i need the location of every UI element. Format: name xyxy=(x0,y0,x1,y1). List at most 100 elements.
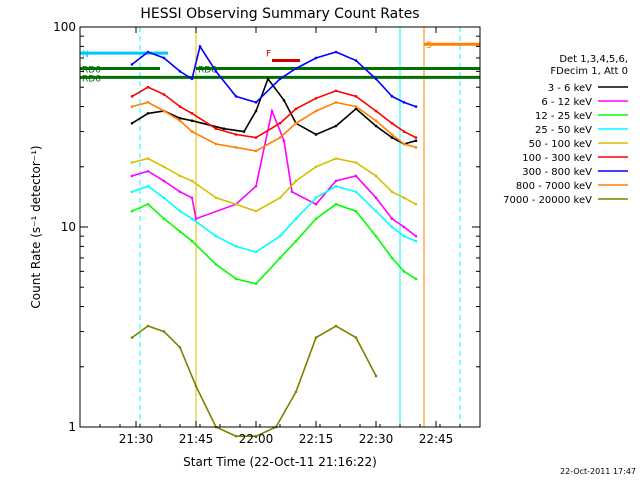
series-2-point-11 xyxy=(334,202,338,206)
series-3-point-16 xyxy=(414,239,418,243)
series-5-point-5 xyxy=(214,127,218,131)
series-1-point-12 xyxy=(334,179,338,183)
x-tick-label-4: 22:30 xyxy=(359,432,394,446)
series-2-point-13 xyxy=(374,234,378,238)
series-1-point-9 xyxy=(282,139,286,143)
y-tick-label-1: 10 xyxy=(61,220,76,234)
series-5-point-4 xyxy=(190,112,194,115)
series-1-point-3 xyxy=(178,190,182,194)
series-line-8 xyxy=(131,325,377,438)
series-8-point-7 xyxy=(254,434,258,438)
series-3-point-14 xyxy=(390,225,394,229)
series-4-point-0 xyxy=(130,161,134,164)
series-3-point-11 xyxy=(334,184,338,188)
series-8-point-4 xyxy=(194,384,198,388)
series-5-point-2 xyxy=(162,93,166,96)
series-5-point-7 xyxy=(254,136,258,139)
series-0-point-14 xyxy=(374,124,378,128)
series-4-point-11 xyxy=(334,157,338,160)
series-3-point-3 xyxy=(178,209,182,213)
series-6-point-1 xyxy=(146,50,150,54)
series-2-point-15 xyxy=(402,270,406,273)
series-0-point-4 xyxy=(190,119,194,123)
series-8-point-13 xyxy=(374,374,378,378)
series-0-point-12 xyxy=(334,124,338,128)
legend-label-3: 25 - 50 keV xyxy=(535,125,592,136)
series-7-point-11 xyxy=(334,101,338,104)
y-tick-label-0: 1 xyxy=(68,420,76,434)
series-4-point-4 xyxy=(190,179,194,183)
y-axis-ticks: 1 10 100 xyxy=(53,20,480,434)
series-5-point-0 xyxy=(130,95,134,98)
series-4-point-8 xyxy=(278,196,282,200)
series-6-point-16 xyxy=(402,101,406,104)
series-7-point-2 xyxy=(162,109,166,113)
series-1-point-13 xyxy=(354,174,358,178)
series-4-point-3 xyxy=(178,174,182,178)
series-line-1 xyxy=(131,108,417,237)
series-8-point-2 xyxy=(162,330,166,333)
series-2-point-6 xyxy=(234,277,238,281)
series-2-point-8 xyxy=(278,256,282,260)
vertical-markers xyxy=(139,27,461,427)
series-8-point-11 xyxy=(334,324,338,328)
series-6-point-17 xyxy=(414,105,418,108)
series-6-point-0 xyxy=(130,63,134,66)
flag-label-1: F xyxy=(266,49,271,59)
series-7-point-12 xyxy=(354,105,358,108)
series-6-point-3 xyxy=(178,70,182,73)
series-1-point-15 xyxy=(390,217,394,221)
series-1-point-14 xyxy=(374,196,378,200)
series-8-point-9 xyxy=(294,390,298,394)
series-5-point-15 xyxy=(402,130,406,133)
series-4-point-16 xyxy=(414,202,418,206)
series-3-point-0 xyxy=(130,190,134,194)
series-2-point-1 xyxy=(146,202,150,206)
series-3-point-12 xyxy=(354,190,358,194)
series-0-point-1 xyxy=(146,112,150,115)
legend-label-1: 6 - 12 keV xyxy=(541,97,592,108)
series-1-point-10 xyxy=(290,190,294,194)
series-6-point-14 xyxy=(374,77,378,81)
series-5-point-6 xyxy=(234,133,238,136)
series-1-point-5 xyxy=(194,217,198,221)
series-2-point-2 xyxy=(162,217,166,221)
series-1-point-17 xyxy=(414,234,418,238)
legend-label-2: 12 - 25 keV xyxy=(535,111,592,122)
timestamp: 22-Oct-2011 17:47 xyxy=(560,467,636,476)
series-0-point-5 xyxy=(222,127,226,131)
series-6-point-7 xyxy=(234,95,238,98)
x-tick-label-1: 21:45 xyxy=(179,432,214,446)
y-tick-label-2: 100 xyxy=(53,20,76,34)
series-7-point-14 xyxy=(390,133,394,136)
series-2-point-14 xyxy=(390,256,394,260)
x-tick-label-5: 22:45 xyxy=(419,432,454,446)
series-7-point-1 xyxy=(146,101,150,104)
series-4-point-7 xyxy=(254,209,258,213)
series-5-point-13 xyxy=(374,109,378,113)
series-0-point-7 xyxy=(254,109,258,113)
flag-label-4: RD6 xyxy=(198,66,217,76)
legend-label-4: 50 - 100 keV xyxy=(529,139,593,150)
series-3-point-2 xyxy=(162,196,166,200)
series-5-point-8 xyxy=(278,121,282,125)
series-6-point-9 xyxy=(278,77,282,81)
legend-header-1: FDecim 1, Att 0 xyxy=(550,66,628,77)
series-5-point-1 xyxy=(146,85,150,89)
series-1-point-4 xyxy=(190,196,194,200)
series-6-point-15 xyxy=(390,95,394,98)
series-7-point-4 xyxy=(190,130,194,133)
series-1-point-8 xyxy=(270,109,274,113)
series-0-point-6 xyxy=(242,130,246,133)
series-6-point-10 xyxy=(294,67,298,70)
series-3-point-4 xyxy=(190,217,194,221)
flag-label-0: N xyxy=(82,50,89,60)
flag-label-3: RD6 xyxy=(82,66,101,76)
series-5-point-16 xyxy=(414,136,418,139)
series-0-point-11 xyxy=(314,133,318,136)
series-3-point-1 xyxy=(146,184,150,188)
series-5-point-10 xyxy=(314,97,318,100)
series-4-point-1 xyxy=(146,157,150,160)
